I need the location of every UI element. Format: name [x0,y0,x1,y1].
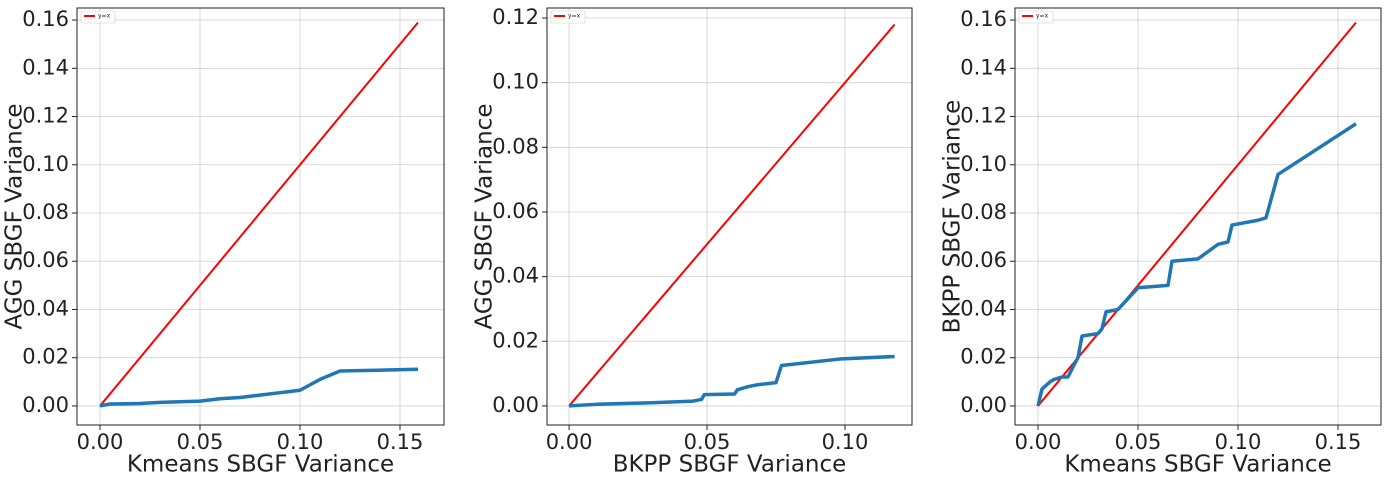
panel: 0.00 0.02 0.04 0.06 0.08 0.10 0.12 0.14 0.16 0.00… [2,7,445,478]
x-tick-label: 0.10 [822,430,869,454]
legend-label: y=x [98,13,111,20]
x-tick-label: 0.15 [1315,430,1362,454]
x-tick-label: 0.05 [177,430,224,454]
y-tick-label: 0.10 [960,152,1007,176]
y-tick-label: 0.04 [22,296,69,320]
axes-frame [546,7,913,426]
x-tick-label: 0.05 [1115,430,1162,454]
y-tick-label: 0.04 [492,264,539,288]
data-line [99,21,419,407]
y-axis-label: AGG SBGF Variance [2,104,28,330]
y-tick-label: 0.04 [960,296,1007,320]
x-tick-label: 0.00 [77,430,124,454]
x-tick-label: 0.10 [277,430,324,454]
x-tick-label: 0.05 [684,430,731,454]
x-tick-label: 0.15 [377,430,424,454]
y-tick-label: 0.06 [492,199,539,223]
y-tick-label: 0.02 [22,345,69,369]
data-line [1036,122,1357,407]
y-tick-label: 0.02 [960,345,1007,369]
x-axis-label: Kmeans SBGF Variance [1064,452,1331,478]
data-line [568,23,896,407]
panel: 0.00 0.02 0.04 0.06 0.08 0.10 0.12 0.14 0.16 0.00… [940,7,1382,478]
x-axis-label: BKPP SBGF Variance [613,452,847,478]
legend-label: y=x [568,13,581,20]
y-tick-label: 0.10 [492,70,539,94]
x-axis-label: Kmeans SBGF Variance [127,452,394,478]
data-line [99,367,419,408]
data-line [568,354,895,408]
y-tick-label: 0.08 [22,200,69,224]
y-tick-label: 0.06 [22,248,69,272]
y-tick-label: 0.02 [492,328,539,352]
y-tick-label: 0.14 [960,55,1007,79]
y-tick-label: 0.08 [492,134,539,158]
axes-frame [1014,7,1382,426]
y-tick-label: 0.08 [960,200,1007,224]
y-tick-label: 0.12 [492,5,539,29]
y-axis-label: BKPP SBGF Variance [940,100,966,334]
legend-label: y=x [1036,13,1049,20]
legend-box [550,10,586,24]
y-tick-label: 0.06 [960,248,1007,272]
y-tick-label: 0.16 [22,7,69,31]
legend-box [80,10,116,24]
data-line [1037,21,1357,407]
x-tick-label: 0.00 [1015,430,1062,454]
axes-frame [76,7,445,426]
y-tick-label: 0.00 [492,393,539,417]
y-axis-label: AGG SBGF Variance [472,104,498,330]
legend-box [1018,10,1054,24]
y-tick-label: 0.12 [960,104,1007,128]
y-tick-label: 0.12 [22,104,69,128]
y-tick-label: 0.00 [22,393,69,417]
panel: 0.00 0.02 0.04 0.06 0.08 0.10 0.12 0.00 0.05 0.10… [472,5,913,478]
x-tick-label: 0.00 [546,430,593,454]
y-tick-label: 0.00 [960,393,1007,417]
x-tick-label: 0.10 [1215,430,1262,454]
y-tick-label: 0.14 [22,55,69,79]
y-tick-label: 0.16 [960,7,1007,31]
y-tick-label: 0.10 [22,152,69,176]
